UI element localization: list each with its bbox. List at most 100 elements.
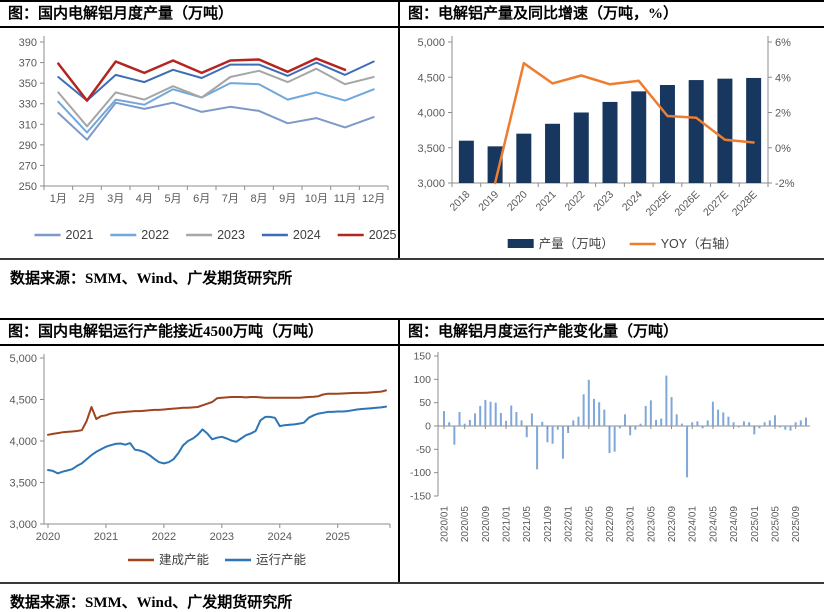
svg-text:2024/05: 2024/05 <box>708 506 719 543</box>
svg-text:YOY（右轴）: YOY（右轴） <box>661 236 737 251</box>
svg-text:2025/01: 2025/01 <box>750 506 761 543</box>
svg-text:6月: 6月 <box>193 193 210 205</box>
svg-text:3月: 3月 <box>107 193 124 205</box>
svg-text:150: 150 <box>413 351 431 363</box>
svg-text:350: 350 <box>19 78 37 90</box>
svg-text:2018: 2018 <box>447 189 472 214</box>
svg-text:2024: 2024 <box>268 531 292 543</box>
chart-title-monthly-output: 图：国内电解铝月度产量（万吨） <box>0 2 398 28</box>
svg-text:3,000: 3,000 <box>9 519 37 531</box>
annual-output-chart-body: 3,000 3,500 4,000 4,500 5,000 -2% 0% 2% 4% 6% 2018… <box>400 28 824 258</box>
svg-text:2020: 2020 <box>36 531 60 543</box>
svg-text:2025: 2025 <box>325 531 349 543</box>
svg-text:2027E: 2027E <box>701 189 731 219</box>
svg-text:2025/09: 2025/09 <box>791 506 802 543</box>
svg-text:4月: 4月 <box>136 193 153 205</box>
svg-text:2022/01: 2022/01 <box>564 506 575 543</box>
svg-text:330: 330 <box>19 99 37 111</box>
svg-text:2023: 2023 <box>591 189 616 214</box>
svg-text:2021: 2021 <box>534 189 559 214</box>
svg-text:290: 290 <box>19 140 37 152</box>
svg-text:2022/09: 2022/09 <box>605 506 616 543</box>
capacity-line-chart: 3,000 3,500 4,000 4,500 5,000 2020 2021 2022 202… <box>9 353 391 567</box>
svg-text:9月: 9月 <box>279 193 296 205</box>
svg-text:-50: -50 <box>416 444 431 456</box>
svg-text:4,000: 4,000 <box>9 436 37 448</box>
row-gap <box>0 288 824 318</box>
svg-text:270: 270 <box>19 160 37 172</box>
svg-text:-2%: -2% <box>775 178 795 190</box>
svg-text:建成产能: 建成产能 <box>159 553 210 567</box>
svg-text:2020/01: 2020/01 <box>440 506 451 543</box>
svg-text:2021/01: 2021/01 <box>502 506 513 543</box>
svg-text:2024: 2024 <box>293 228 321 242</box>
svg-text:5月: 5月 <box>164 193 181 205</box>
svg-text:3,000: 3,000 <box>417 178 445 190</box>
monthly-output-chart-body: 250 270 290 310 330 350 370 390 1月 2月 3月 4月 5月 6月 7月 8月… <box>0 28 398 258</box>
svg-text:50: 50 <box>419 397 431 409</box>
svg-text:2%: 2% <box>775 108 791 120</box>
svg-text:2022: 2022 <box>152 531 176 543</box>
svg-text:390: 390 <box>19 37 37 49</box>
svg-text:2026E: 2026E <box>672 189 702 219</box>
svg-text:4,500: 4,500 <box>417 72 445 84</box>
svg-text:2023/05: 2023/05 <box>646 506 657 543</box>
svg-text:100: 100 <box>413 374 431 386</box>
svg-text:-150: -150 <box>410 491 431 503</box>
panel-capacity-lines: 图：国内电解铝运行产能接近4500万吨（万吨） 3,000 3,500 4,000 4… <box>0 320 400 582</box>
svg-text:8月: 8月 <box>250 193 267 205</box>
source-note-top: 数据来源：SMM、Wind、广发期货研究所 <box>10 271 293 287</box>
svg-text:2024/01: 2024/01 <box>688 506 699 543</box>
svg-text:3,500: 3,500 <box>417 143 445 155</box>
svg-text:2020: 2020 <box>505 189 530 214</box>
svg-text:2025/05: 2025/05 <box>770 506 781 543</box>
svg-text:0: 0 <box>425 421 431 433</box>
svg-text:产量（万吨）: 产量（万吨） <box>539 237 614 251</box>
svg-text:2023/01: 2023/01 <box>626 506 637 543</box>
svg-text:4%: 4% <box>775 72 791 84</box>
svg-text:5,000: 5,000 <box>9 353 37 365</box>
annual-output-bar-line-chart: 3,000 3,500 4,000 4,500 5,000 -2% 0% 2% 4% 6% 2018… <box>417 36 795 251</box>
chart-title-annual-output-yoy: 图：电解铝产量及同比增速（万吨，%） <box>400 2 824 28</box>
svg-text:10月: 10月 <box>305 193 328 205</box>
panel-capacity-change: 图：电解铝月度运行产能变化量（万吨） -150 -100 -50 0 50 100 150 2… <box>400 320 824 582</box>
monthly-output-line-chart: 250 270 290 310 330 350 370 390 1月 2月 3月 4月 5月 6月 7月 8月… <box>19 36 396 242</box>
capacity-change-bar-chart: -150 -100 -50 0 50 100 150 2020/01 2020/05 2020/0… <box>410 351 810 543</box>
svg-text:4,000: 4,000 <box>417 108 445 120</box>
figure-row-bottom: 图：国内电解铝运行产能接近4500万吨（万吨） 3,000 3,500 4,000 4… <box>0 318 824 584</box>
svg-text:2019: 2019 <box>476 189 501 214</box>
svg-text:2024/09: 2024/09 <box>729 506 740 543</box>
chart-title-capacity: 图：国内电解铝运行产能接近4500万吨（万吨） <box>0 320 398 346</box>
svg-text:2022: 2022 <box>141 228 169 242</box>
svg-text:2025E: 2025E <box>644 189 674 219</box>
chart-title-capacity-change: 图：电解铝月度运行产能变化量（万吨） <box>400 320 824 346</box>
figure-row-top: 图：国内电解铝月度产量（万吨） 250 270 290 310 330 350 370 390… <box>0 0 824 260</box>
svg-text:7月: 7月 <box>222 193 239 205</box>
panel-monthly-output: 图：国内电解铝月度产量（万吨） 250 270 290 310 330 350 370 390… <box>0 2 400 258</box>
svg-text:12月: 12月 <box>362 193 385 205</box>
svg-text:1月: 1月 <box>50 193 67 205</box>
svg-text:6%: 6% <box>775 37 791 49</box>
svg-text:2020/05: 2020/05 <box>460 506 471 543</box>
svg-text:0%: 0% <box>775 143 791 155</box>
svg-text:2020/09: 2020/09 <box>481 506 492 543</box>
svg-text:运行产能: 运行产能 <box>256 553 307 567</box>
svg-text:2023/09: 2023/09 <box>667 506 678 543</box>
svg-text:4,500: 4,500 <box>9 395 37 407</box>
svg-text:2023: 2023 <box>210 531 234 543</box>
capacity-chart-body: 3,000 3,500 4,000 4,500 5,000 2020 2021 2022 202… <box>0 346 398 582</box>
svg-text:2021/09: 2021/09 <box>543 506 554 543</box>
svg-text:250: 250 <box>19 181 37 193</box>
svg-text:2028E: 2028E <box>730 189 760 219</box>
svg-text:5,000: 5,000 <box>417 37 445 49</box>
svg-text:370: 370 <box>19 58 37 70</box>
svg-text:2021/05: 2021/05 <box>522 506 533 543</box>
svg-text:2021: 2021 <box>66 228 94 242</box>
svg-text:2月: 2月 <box>78 193 95 205</box>
svg-text:3,500: 3,500 <box>9 478 37 490</box>
svg-text:2022/05: 2022/05 <box>584 506 595 543</box>
panel-annual-output-yoy: 图：电解铝产量及同比增速（万吨，%） 3,000 3,500 4,000 4,500 5… <box>400 2 824 258</box>
source-note-bottom: 数据来源：SMM、Wind、广发期货研究所 <box>10 595 293 611</box>
svg-text:2025: 2025 <box>369 228 396 242</box>
